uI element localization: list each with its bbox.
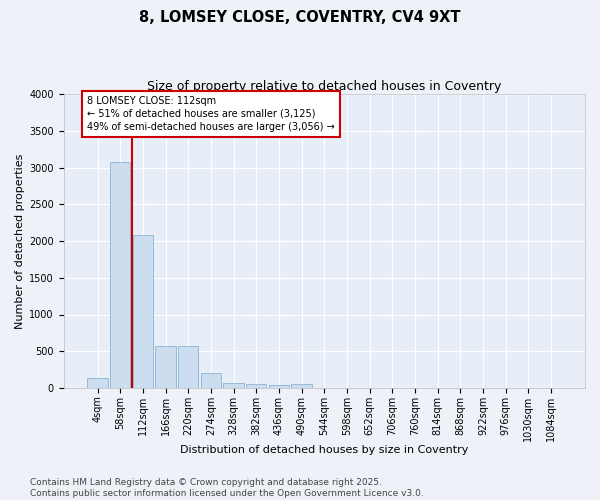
Text: Contains HM Land Registry data © Crown copyright and database right 2025.
Contai: Contains HM Land Registry data © Crown c… <box>30 478 424 498</box>
Bar <box>269 385 289 388</box>
Bar <box>223 383 244 388</box>
Bar <box>155 346 176 388</box>
X-axis label: Distribution of detached houses by size in Coventry: Distribution of detached houses by size … <box>180 445 469 455</box>
Title: Size of property relative to detached houses in Coventry: Size of property relative to detached ho… <box>147 80 502 93</box>
Bar <box>133 235 153 388</box>
Bar <box>292 384 312 388</box>
Bar <box>201 372 221 388</box>
Bar <box>110 162 130 388</box>
Bar <box>178 346 199 388</box>
Y-axis label: Number of detached properties: Number of detached properties <box>15 154 25 328</box>
Text: 8 LOMSEY CLOSE: 112sqm
← 51% of detached houses are smaller (3,125)
49% of semi-: 8 LOMSEY CLOSE: 112sqm ← 51% of detached… <box>88 96 335 132</box>
Text: 8, LOMSEY CLOSE, COVENTRY, CV4 9XT: 8, LOMSEY CLOSE, COVENTRY, CV4 9XT <box>139 10 461 25</box>
Bar <box>88 378 108 388</box>
Bar <box>246 384 266 388</box>
